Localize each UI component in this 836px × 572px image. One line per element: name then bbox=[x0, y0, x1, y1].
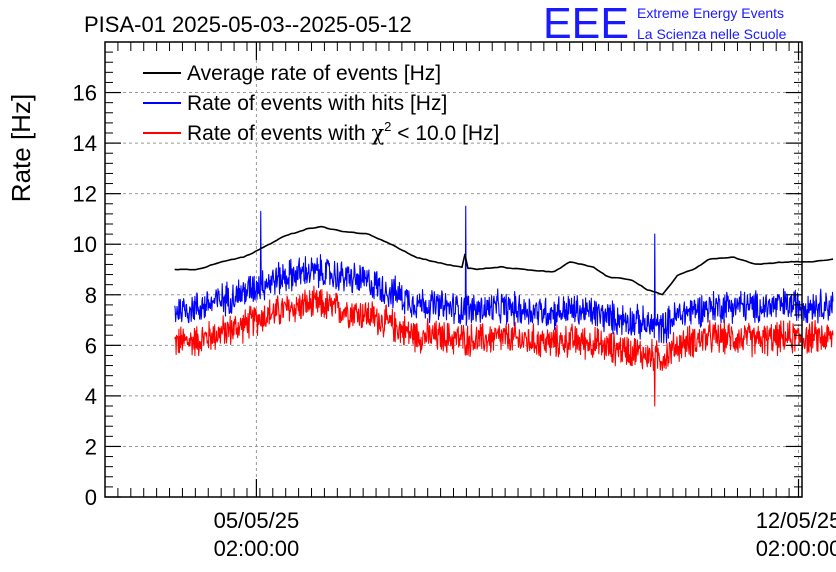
chart-title: PISA-01 2025-05-03--2025-05-12 bbox=[84, 12, 412, 37]
y-tick-label: 8 bbox=[85, 283, 97, 308]
series-layer bbox=[174, 205, 834, 407]
y-tick-label: 6 bbox=[85, 333, 97, 358]
y-tick-label: 10 bbox=[73, 232, 97, 257]
y-tick-label: 2 bbox=[85, 434, 97, 459]
legend-label-average: Average rate of events [Hz] bbox=[187, 62, 441, 85]
legend-label-hits: Rate of events with hits [Hz] bbox=[187, 92, 447, 115]
y-axis-label: Rate [Hz] bbox=[6, 94, 36, 202]
axes: 0 2 4 6 8 10 12 14 16 05/05/25 02:00:00 12/05/25 02:… bbox=[73, 42, 836, 561]
x-tick-label-time: 02:00:00 bbox=[214, 536, 300, 561]
legend-label-chi2: Rate of events with χ2 < 10.0 [Hz] bbox=[187, 119, 499, 145]
series-line-hits bbox=[174, 205, 834, 344]
x-tick-label-date: 05/05/25 bbox=[214, 508, 300, 533]
x-tick-label-date: 12/05/25 bbox=[756, 508, 836, 533]
legend: Average rate of events [Hz] Rate of even… bbox=[143, 62, 499, 145]
y-tick-label: 14 bbox=[73, 131, 97, 156]
series-line-average bbox=[174, 225, 834, 296]
series-line-chi2 bbox=[174, 285, 834, 407]
logo-line-1: Extreme Energy Events bbox=[637, 5, 784, 21]
eee-logo-letters: EEE bbox=[543, 0, 629, 48]
y-tick-label: 16 bbox=[73, 81, 97, 106]
y-tick-label: 0 bbox=[85, 485, 97, 510]
y-tick-label: 12 bbox=[73, 182, 97, 207]
x-tick-label-time: 02:00:00 bbox=[756, 536, 836, 561]
y-tick-label: 4 bbox=[85, 384, 97, 409]
logo-line-2: La Scienza nelle Scuole bbox=[637, 26, 787, 42]
eee-logo: EEE Extreme Energy Events La Scienza nel… bbox=[543, 0, 787, 48]
